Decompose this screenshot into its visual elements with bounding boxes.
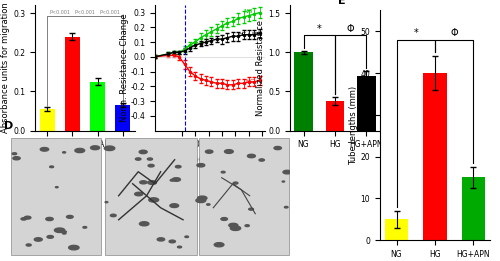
Circle shape <box>66 215 73 218</box>
Circle shape <box>24 216 31 219</box>
Circle shape <box>148 181 156 184</box>
Circle shape <box>62 152 66 153</box>
Circle shape <box>140 222 149 226</box>
Text: D: D <box>4 121 14 130</box>
Text: HG+APN: HG+APN <box>238 32 262 37</box>
Bar <box>462 177 485 240</box>
Circle shape <box>46 217 53 221</box>
Bar <box>40 109 54 130</box>
Circle shape <box>196 198 206 203</box>
Bar <box>326 101 344 130</box>
Text: NG: NG <box>244 9 253 14</box>
Circle shape <box>148 164 154 167</box>
Circle shape <box>136 158 141 160</box>
Circle shape <box>40 147 48 151</box>
Bar <box>12 138 101 254</box>
Circle shape <box>12 153 16 155</box>
Circle shape <box>248 154 256 158</box>
Circle shape <box>26 244 31 246</box>
Bar <box>385 219 408 240</box>
Circle shape <box>64 231 66 232</box>
Circle shape <box>185 236 188 238</box>
Circle shape <box>139 150 147 154</box>
Y-axis label: Normalized Resistance: Normalized Resistance <box>256 20 266 116</box>
Bar <box>90 81 105 130</box>
Circle shape <box>83 227 86 228</box>
Text: HG: HG <box>245 79 254 84</box>
Bar <box>116 105 130 130</box>
Circle shape <box>68 245 79 250</box>
Circle shape <box>149 198 158 202</box>
Bar <box>200 138 289 254</box>
Circle shape <box>178 246 182 248</box>
Text: P<0.001: P<0.001 <box>74 10 96 15</box>
Circle shape <box>110 214 116 217</box>
Circle shape <box>221 218 228 220</box>
Text: Φ: Φ <box>347 24 354 34</box>
Circle shape <box>134 192 143 196</box>
Circle shape <box>224 150 234 153</box>
Circle shape <box>274 146 281 150</box>
Circle shape <box>259 159 264 161</box>
Circle shape <box>13 157 20 160</box>
Circle shape <box>176 165 181 168</box>
Circle shape <box>90 146 100 150</box>
Text: *: * <box>317 24 322 34</box>
Circle shape <box>21 218 26 220</box>
Circle shape <box>222 171 225 173</box>
Bar <box>357 76 376 130</box>
Circle shape <box>282 181 284 182</box>
Y-axis label: Tube lengths (mm): Tube lengths (mm) <box>349 86 358 165</box>
X-axis label: Time (hours): Time (hours) <box>184 155 236 164</box>
Circle shape <box>157 238 164 241</box>
Circle shape <box>198 196 207 200</box>
Circle shape <box>206 150 213 153</box>
Y-axis label: Absorbance units for migration: Absorbance units for migration <box>2 3 11 133</box>
Circle shape <box>140 181 147 184</box>
Circle shape <box>56 187 58 188</box>
Circle shape <box>197 164 205 167</box>
Bar <box>65 37 80 130</box>
Circle shape <box>169 240 175 243</box>
Circle shape <box>104 146 115 151</box>
Circle shape <box>248 208 254 210</box>
Circle shape <box>54 228 65 233</box>
Circle shape <box>230 226 240 230</box>
Circle shape <box>233 182 238 184</box>
Y-axis label: Norm. Resistance Change: Norm. Resistance Change <box>120 14 129 122</box>
Circle shape <box>47 235 54 238</box>
Circle shape <box>75 149 85 153</box>
Bar <box>424 73 446 240</box>
Circle shape <box>283 170 292 174</box>
Bar <box>104 138 197 254</box>
Circle shape <box>170 179 174 181</box>
Circle shape <box>170 204 178 207</box>
Circle shape <box>50 166 54 168</box>
Circle shape <box>245 225 250 227</box>
Circle shape <box>229 223 238 227</box>
Circle shape <box>148 158 152 160</box>
Circle shape <box>105 201 108 203</box>
Text: P<0.001: P<0.001 <box>100 10 121 15</box>
Text: Φ: Φ <box>450 28 458 38</box>
Text: P<0.001: P<0.001 <box>49 10 70 15</box>
Circle shape <box>34 238 42 241</box>
Circle shape <box>214 243 224 247</box>
Text: E: E <box>338 0 346 5</box>
Circle shape <box>206 204 210 205</box>
Text: *: * <box>414 28 418 38</box>
Circle shape <box>172 178 180 181</box>
Circle shape <box>284 206 288 208</box>
Circle shape <box>62 233 66 234</box>
Bar <box>294 52 313 130</box>
